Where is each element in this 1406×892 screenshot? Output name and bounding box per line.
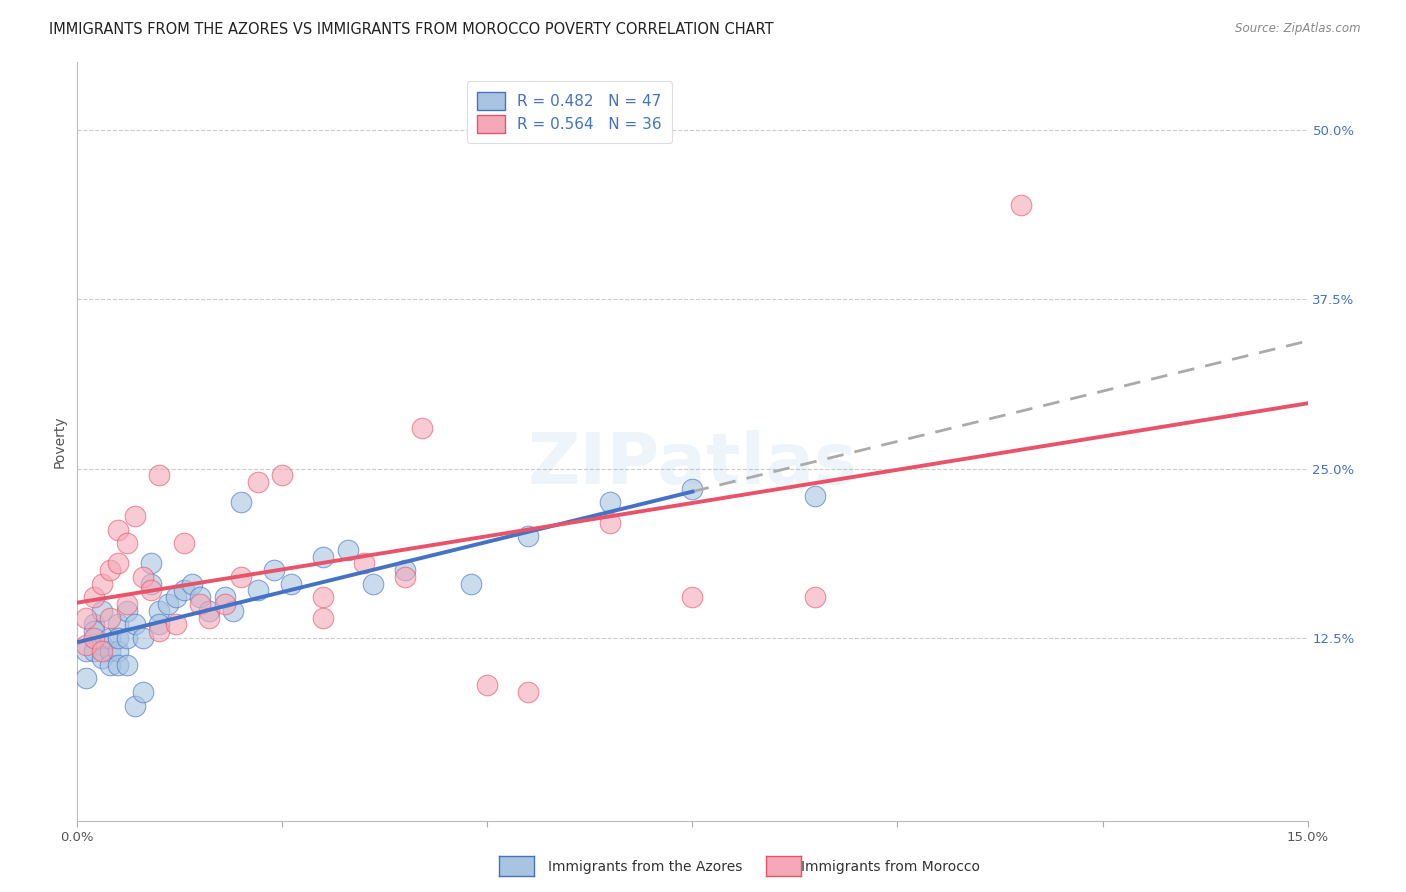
Point bbox=[165, 591, 187, 605]
Point bbox=[75, 644, 97, 658]
Point bbox=[353, 557, 375, 571]
Point bbox=[361, 576, 384, 591]
Point bbox=[107, 523, 129, 537]
Point bbox=[115, 631, 138, 645]
Point bbox=[83, 624, 105, 639]
Text: ZIPatlas: ZIPatlas bbox=[527, 430, 858, 499]
Point bbox=[231, 495, 253, 509]
Point bbox=[148, 604, 170, 618]
Point bbox=[599, 495, 621, 509]
Point bbox=[141, 557, 163, 571]
Point bbox=[197, 604, 219, 618]
Point bbox=[98, 631, 121, 645]
Text: IMMIGRANTS FROM THE AZORES VS IMMIGRANTS FROM MOROCCO POVERTY CORRELATION CHART: IMMIGRANTS FROM THE AZORES VS IMMIGRANTS… bbox=[49, 22, 773, 37]
Point bbox=[90, 604, 114, 618]
Point bbox=[156, 597, 179, 611]
Point bbox=[83, 591, 105, 605]
Point bbox=[804, 489, 827, 503]
Point bbox=[90, 651, 114, 665]
Point bbox=[312, 610, 335, 624]
Point bbox=[141, 583, 163, 598]
Point bbox=[263, 563, 285, 577]
Point bbox=[477, 678, 499, 692]
Point bbox=[460, 576, 482, 591]
Point bbox=[312, 549, 335, 564]
Point bbox=[75, 638, 97, 652]
Point bbox=[214, 597, 236, 611]
Text: Source: ZipAtlas.com: Source: ZipAtlas.com bbox=[1236, 22, 1361, 36]
Point bbox=[312, 591, 335, 605]
Point bbox=[107, 657, 129, 672]
Point bbox=[124, 617, 146, 632]
Point bbox=[132, 570, 155, 584]
Point bbox=[107, 631, 129, 645]
Point bbox=[124, 508, 146, 523]
Point bbox=[804, 591, 827, 605]
Point bbox=[83, 617, 105, 632]
Point bbox=[231, 570, 253, 584]
Point bbox=[90, 576, 114, 591]
Point bbox=[98, 563, 121, 577]
Text: Immigrants from the Azores: Immigrants from the Azores bbox=[548, 860, 742, 874]
Point bbox=[181, 576, 204, 591]
Point bbox=[124, 698, 146, 713]
Point bbox=[222, 604, 245, 618]
Point bbox=[1010, 197, 1032, 211]
Point bbox=[98, 610, 121, 624]
Point bbox=[115, 597, 138, 611]
Point bbox=[75, 610, 97, 624]
Point bbox=[148, 617, 170, 632]
Point bbox=[98, 644, 121, 658]
Point bbox=[246, 475, 269, 490]
Point bbox=[337, 542, 360, 557]
Point bbox=[90, 644, 114, 658]
Point bbox=[682, 482, 704, 496]
Point bbox=[90, 638, 114, 652]
Point bbox=[115, 657, 138, 672]
Point bbox=[132, 631, 155, 645]
Point bbox=[197, 610, 219, 624]
Point bbox=[271, 468, 294, 483]
Point bbox=[173, 536, 195, 550]
Point bbox=[188, 591, 212, 605]
Point bbox=[107, 644, 129, 658]
Point bbox=[98, 657, 121, 672]
Point bbox=[280, 576, 302, 591]
Y-axis label: Poverty: Poverty bbox=[52, 416, 66, 467]
Point bbox=[682, 591, 704, 605]
Point bbox=[411, 421, 433, 435]
Point bbox=[141, 576, 163, 591]
Point bbox=[188, 597, 212, 611]
Point bbox=[75, 672, 97, 686]
Point bbox=[246, 583, 269, 598]
Point bbox=[107, 557, 129, 571]
Point bbox=[148, 468, 170, 483]
Point bbox=[115, 604, 138, 618]
Point bbox=[394, 563, 416, 577]
Point bbox=[599, 516, 621, 530]
Point bbox=[107, 617, 129, 632]
Point bbox=[394, 570, 416, 584]
Point bbox=[148, 624, 170, 639]
Legend: R = 0.482   N = 47, R = 0.564   N = 36: R = 0.482 N = 47, R = 0.564 N = 36 bbox=[467, 81, 672, 144]
Point bbox=[83, 631, 105, 645]
Point bbox=[165, 617, 187, 632]
Text: Immigrants from Morocco: Immigrants from Morocco bbox=[801, 860, 980, 874]
Point bbox=[83, 644, 105, 658]
Point bbox=[173, 583, 195, 598]
Point bbox=[132, 685, 155, 699]
Point bbox=[115, 536, 138, 550]
Point bbox=[517, 529, 540, 543]
Point bbox=[214, 591, 236, 605]
Point bbox=[517, 685, 540, 699]
